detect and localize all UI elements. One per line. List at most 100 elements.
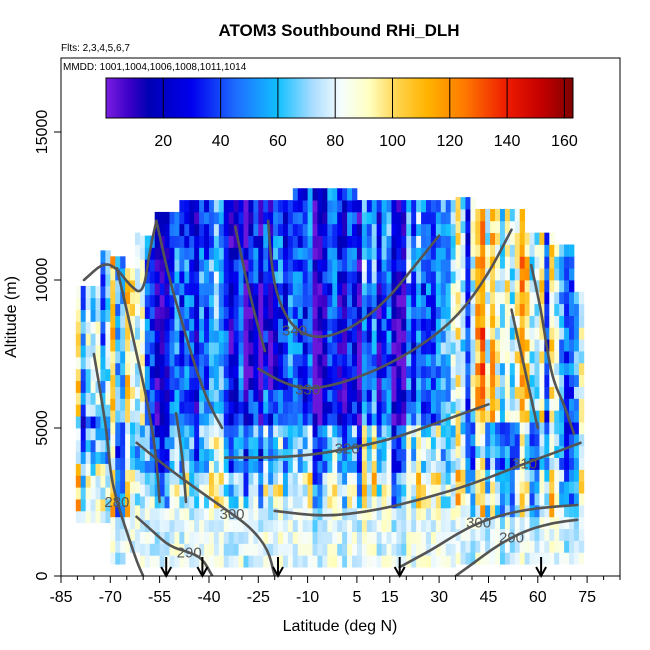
heatmap-cell (149, 389, 156, 402)
heatmap-cell (253, 460, 259, 473)
heatmap-cell (253, 401, 259, 414)
heatmap-cell (144, 531, 151, 544)
heatmap-cell (302, 282, 309, 296)
heatmap-cell (164, 211, 170, 225)
heatmap-cell (80, 487, 87, 500)
heatmap-cell (312, 472, 318, 485)
heatmap-cell (75, 380, 82, 393)
heatmap-cell (243, 484, 249, 497)
heatmap-cell (519, 327, 526, 340)
heatmap-cell (149, 282, 156, 296)
heatmap-cell (352, 460, 358, 473)
heatmap-cell (213, 354, 220, 367)
heatmap-cell (174, 223, 180, 236)
heatmap-cell (534, 540, 540, 553)
heatmap-cell (243, 365, 249, 379)
heatmap-cell (524, 256, 530, 269)
heatmap-cell (258, 271, 264, 284)
heatmap-cell (184, 354, 190, 367)
heatmap-cell (312, 365, 318, 379)
heatmap-cell (529, 280, 535, 293)
heatmap-cell (322, 247, 328, 260)
heatmap-cell (199, 223, 205, 236)
heatmap-cell (327, 448, 333, 461)
heatmap-cell (361, 365, 368, 379)
heatmap-cell (327, 247, 333, 260)
heatmap-cell (539, 374, 545, 387)
heatmap-cell (499, 351, 506, 364)
heatmap-cell (569, 339, 575, 352)
heatmap-cell (189, 519, 195, 532)
heatmap-cell (120, 422, 126, 435)
heatmap-cell (105, 262, 111, 275)
heatmap-cell (366, 448, 373, 461)
heatmap-cell (125, 445, 131, 458)
heatmap-cell (174, 519, 180, 532)
heatmap-cell (440, 484, 447, 497)
heatmap-cell (208, 354, 215, 367)
heatmap-cell (342, 436, 348, 450)
heatmap-cell (208, 460, 215, 473)
heatmap-cell (509, 232, 516, 245)
heatmap-cell (396, 425, 402, 438)
x-tick-label: -85 (49, 589, 72, 606)
heatmap-cell (302, 401, 309, 414)
heatmap-cell (352, 389, 358, 402)
heatmap-cell (253, 365, 259, 379)
heatmap-cell (347, 519, 353, 532)
heatmap-cell (164, 282, 170, 296)
heatmap-cell (450, 330, 456, 343)
heatmap-cell (169, 330, 175, 343)
heatmap-cell (253, 531, 259, 544)
colorbar: 20 40 60 80 100 120 140 160 (105, 77, 578, 150)
heatmap-cell (317, 365, 323, 379)
heatmap-cell (159, 259, 165, 272)
heatmap-cell (292, 389, 299, 402)
heatmap-cell (440, 436, 447, 450)
heatmap-cell (105, 416, 111, 429)
heatmap-cell (539, 232, 545, 245)
heatmap-cell (184, 543, 190, 556)
heatmap-cell (297, 555, 304, 568)
heatmap-cell (139, 235, 146, 248)
heatmap-cell (490, 315, 496, 328)
heatmap-cell (465, 220, 471, 234)
heatmap-cell (499, 362, 506, 376)
heatmap-cell (356, 519, 363, 532)
heatmap-cell (327, 543, 333, 556)
heatmap-cell (544, 374, 550, 387)
heatmap-cell (204, 354, 210, 367)
heatmap-cell (282, 472, 289, 485)
heatmap-cell (534, 552, 540, 565)
heatmap-cell (223, 389, 230, 402)
heatmap-cell (139, 531, 146, 544)
heatmap-cell (282, 330, 289, 343)
heatmap-cell (455, 351, 461, 364)
heatmap-cell (144, 448, 151, 461)
heatmap-cell (268, 472, 274, 485)
heatmap-cell (376, 271, 382, 284)
heatmap-cell (80, 321, 87, 334)
heatmap-cell (174, 318, 180, 331)
heatmap-cell (100, 380, 106, 393)
heatmap-cell (386, 223, 392, 236)
heatmap-cell (292, 306, 299, 319)
heatmap-cell (396, 235, 402, 248)
heatmap-cell (381, 448, 387, 461)
heatmap-cell (233, 555, 239, 568)
contour-label: 290 (499, 530, 524, 547)
heatmap-cell (110, 493, 116, 506)
heatmap-cell (169, 531, 175, 544)
heatmap-cell (149, 531, 156, 544)
heatmap-cell (519, 540, 526, 553)
heatmap-cell (569, 540, 575, 553)
heatmap-cell (194, 342, 200, 355)
heatmap-cell (228, 211, 235, 225)
heatmap-cell (573, 362, 580, 376)
heatmap-cell (465, 208, 471, 222)
heatmap-cell (460, 232, 466, 245)
heatmap-cell (139, 507, 146, 521)
heatmap-cell (421, 259, 427, 272)
heatmap-cell (297, 413, 304, 426)
heatmap-cell (85, 321, 91, 334)
